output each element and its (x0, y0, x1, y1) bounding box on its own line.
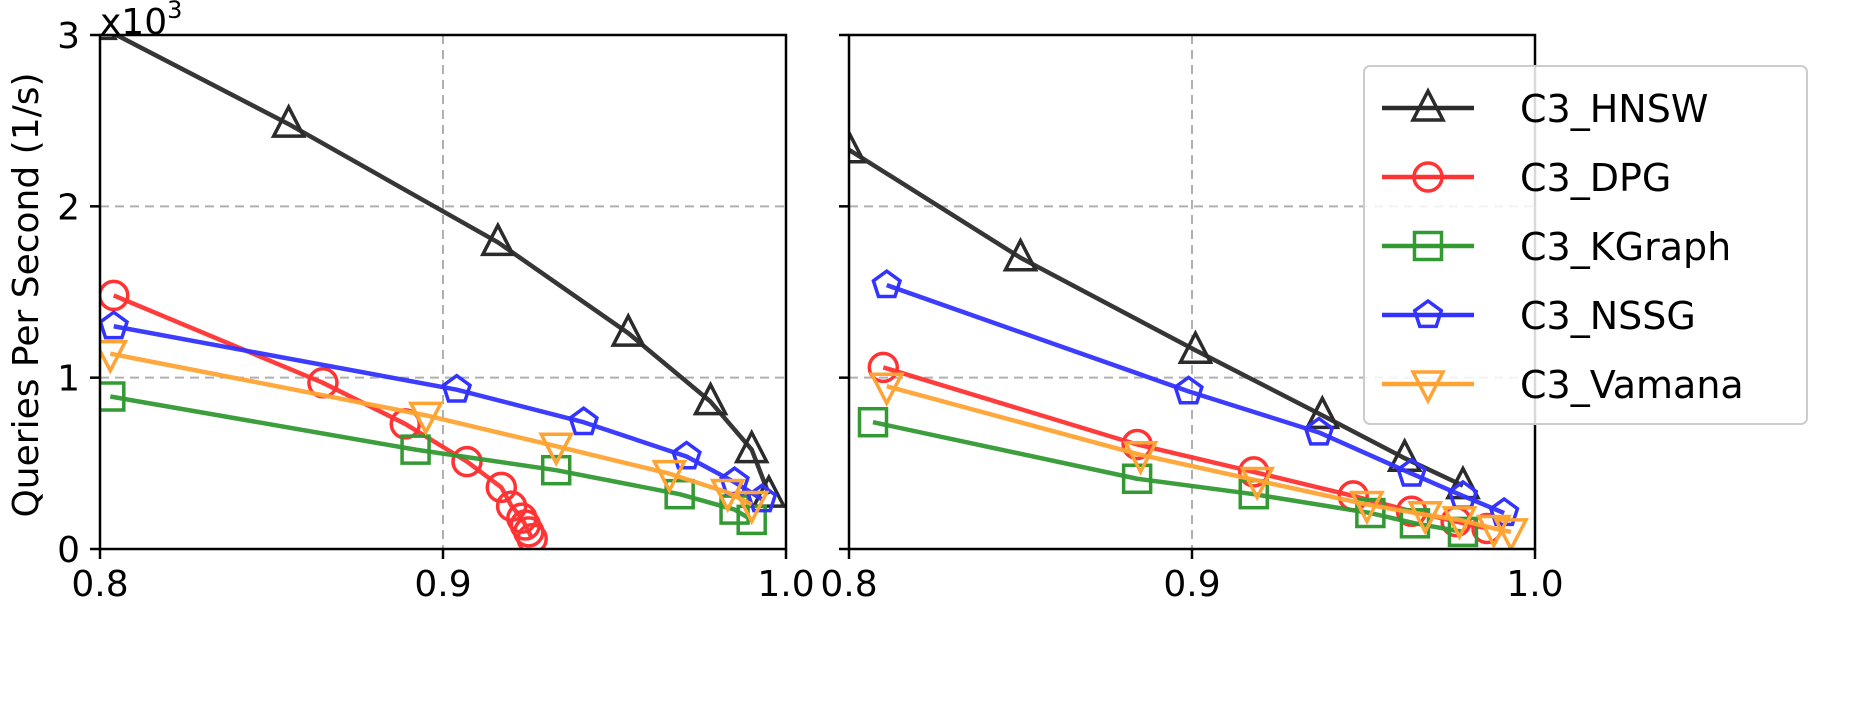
data-point-c3-hnsw (480, 221, 516, 257)
data-point-c3-vamana (1441, 506, 1478, 541)
series-group (849, 128, 1529, 549)
series-line-c3-vamana (109, 351, 753, 507)
data-point-c3-hnsw (849, 128, 867, 164)
data-point-c3-kgraph (400, 434, 431, 465)
data-point-c3-kgraph (540, 454, 572, 486)
y-tick-label: 3 (57, 16, 80, 57)
data-point-c3-hnsw (1177, 329, 1214, 365)
data-point-c3-dpg (1237, 456, 1270, 488)
chart-panel-1: 0.8 0.9 1.0 0 1 2 3 (57, 16, 815, 605)
data-point-c3-nssg (671, 440, 702, 470)
data-point-c3-vamana (733, 490, 770, 526)
series-line-c3-nssg (885, 283, 1505, 516)
data-point-c3-kgraph (100, 381, 126, 412)
y-tick-label: 2 (57, 187, 80, 228)
y-multiplier-exponent: 3 (167, 0, 182, 24)
data-point-c3-kgraph (1447, 516, 1479, 548)
data-point-c3-hnsw (733, 428, 770, 464)
data-point-c3-vamana (868, 372, 905, 408)
data-point-c3-vamana (1122, 441, 1159, 476)
data-point-c3-nssg (871, 268, 903, 299)
data-point-c3-hnsw (692, 380, 729, 416)
legend-marker-c3-kgraph (1412, 230, 1444, 262)
chart-panel-2: 0.8 0.9 1.0C3_HNSWC3_DPGC3_KGraphC3_NSSGC3… (820, 33, 1808, 605)
y-tick-label: 1 (57, 359, 80, 400)
data-point-c3-hnsw (1304, 394, 1341, 430)
legend-box (1363, 65, 1808, 425)
data-point-c3-vamana (1407, 500, 1444, 536)
legend-label-c3-kgraph: C3_KGraph (1520, 225, 1731, 269)
data-point-c3-dpg (516, 522, 548, 549)
series-group (100, 35, 786, 549)
legend-label-c3-dpg: C3_DPG (1520, 156, 1671, 200)
data-point-c3-dpg (485, 471, 518, 504)
data-point-c3-hnsw (610, 312, 647, 347)
data-point-c3-dpg (867, 351, 900, 384)
x-tick-label: 0.9 (414, 564, 471, 605)
x-tick-label: 1.0 (1506, 564, 1563, 605)
legend-marker-c3-hnsw (1410, 87, 1446, 122)
legend-marker-c3-dpg (1412, 161, 1444, 193)
x-tick-label: 0.9 (1163, 564, 1220, 605)
series-line-c3-dpg (112, 293, 535, 540)
legend-label-c3-vamana: C3_Vamana (1520, 363, 1744, 407)
data-point-c3-dpg (100, 279, 130, 312)
data-point-c3-hnsw (1002, 236, 1039, 272)
legend-label-c3-hnsw: C3_HNSW (1520, 87, 1708, 131)
data-point-c3-nssg (568, 406, 600, 436)
y-tick-label: 0 (57, 530, 80, 571)
data-point-c3-vamana (1493, 518, 1529, 549)
legend-marker-c3-vamana (1410, 370, 1446, 405)
data-point-c3-vamana (407, 401, 444, 437)
legend-label-c3-nssg: C3_NSSG (1520, 294, 1696, 338)
data-point-c3-nssg (441, 373, 473, 403)
legend: C3_HNSW C3_DPG C3_KGraph C3_NSSG C3_Vamana (1363, 65, 1808, 425)
legend-marker-c3-nssg (1412, 298, 1444, 329)
series-line-c3-hnsw (111, 35, 771, 495)
data-point-c3-kgraph (664, 478, 695, 510)
data-point-c3-vamana (651, 459, 688, 495)
data-point-c3-kgraph (857, 406, 889, 438)
data-point-c3-nssg (1396, 457, 1427, 487)
x-tick-label: 1.0 (757, 564, 814, 605)
x-tick-label: 0.8 (820, 564, 877, 605)
data-point-c3-nssg (1303, 416, 1335, 446)
data-point-c3-vamana (709, 478, 746, 514)
data-point-c3-hnsw (270, 103, 307, 138)
data-point-c3-vamana (100, 339, 129, 375)
data-point-c3-nssg (100, 310, 130, 340)
y-axis-label: Queries Per Second (1/s) (6, 72, 47, 517)
data-point-c3-dpg (451, 445, 483, 478)
data-point-c3-nssg (1173, 375, 1204, 405)
data-point-c3-vamana (1349, 490, 1385, 526)
series-line-c3-vamana (886, 384, 1512, 535)
x-tick-label: 0.8 (71, 564, 128, 605)
data-point-c3-vamana (1239, 466, 1276, 502)
data-point-c3-kgraph (1355, 497, 1386, 529)
series-line-c3-kgraph (872, 420, 1464, 535)
data-point-c3-vamana (538, 432, 575, 468)
